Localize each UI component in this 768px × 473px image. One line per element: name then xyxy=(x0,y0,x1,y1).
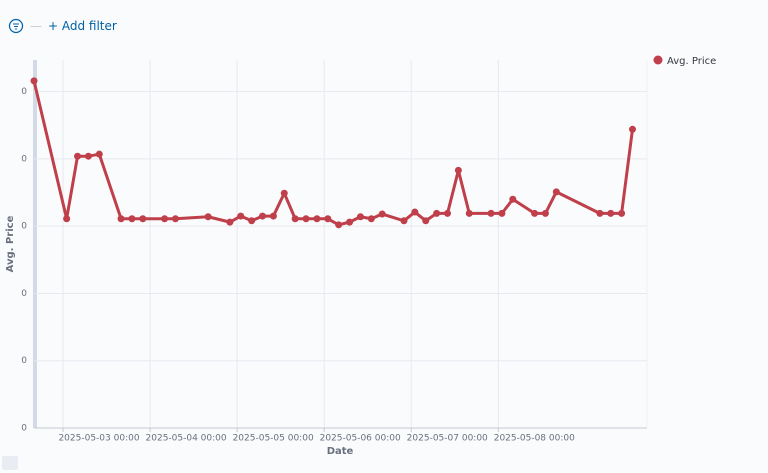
x-tick-label: 2025-05-04 00:00 xyxy=(146,434,227,444)
point xyxy=(313,215,321,223)
y-tick-label: 0 xyxy=(21,356,27,366)
point xyxy=(498,209,506,217)
point xyxy=(541,209,549,217)
point xyxy=(63,215,71,223)
point xyxy=(596,209,604,217)
point xyxy=(280,189,288,197)
point xyxy=(444,209,452,217)
point xyxy=(552,188,560,196)
point xyxy=(378,210,386,218)
line xyxy=(32,80,634,227)
filter-icon[interactable] xyxy=(8,18,24,34)
point xyxy=(237,212,245,220)
axis-highlight xyxy=(33,60,37,428)
point xyxy=(248,217,256,225)
point xyxy=(454,166,462,174)
point xyxy=(117,215,125,223)
point xyxy=(171,215,179,223)
toolbar: — + Add filter xyxy=(8,18,117,34)
point xyxy=(607,209,615,217)
x-axis-title: Date xyxy=(327,446,354,457)
separator: — xyxy=(30,19,42,33)
y-axis-title: Avg. Price xyxy=(5,215,16,272)
y-tick-label: 0 xyxy=(21,154,27,164)
legend-label: Avg. Price xyxy=(667,56,716,67)
point xyxy=(356,213,364,221)
add-filter[interactable]: + Add filter xyxy=(48,19,117,33)
point xyxy=(139,215,147,223)
point xyxy=(618,209,626,217)
point xyxy=(400,217,408,225)
point xyxy=(531,209,539,217)
x-tick-label: 2025-05-06 00:00 xyxy=(320,434,401,444)
point xyxy=(302,215,310,223)
legend-toggle[interactable] xyxy=(2,456,18,470)
point xyxy=(84,152,92,160)
point xyxy=(259,212,267,220)
point xyxy=(422,217,430,225)
point xyxy=(128,215,136,223)
y-tick-label: 0 xyxy=(21,289,27,299)
point xyxy=(367,215,375,223)
point xyxy=(487,209,495,217)
point xyxy=(628,125,636,133)
y-tick-label: 0 xyxy=(21,424,27,434)
point xyxy=(269,212,277,220)
x-tick-label: 2025-05-07 00:00 xyxy=(407,434,488,444)
x-tick-label: 2025-05-08 00:00 xyxy=(494,434,575,444)
point xyxy=(346,218,354,226)
point xyxy=(161,215,169,223)
point xyxy=(291,215,299,223)
point xyxy=(335,221,343,229)
x-tick-label: 2025-05-03 00:00 xyxy=(58,434,139,444)
point xyxy=(465,209,473,217)
point xyxy=(30,77,38,85)
point xyxy=(433,209,441,217)
point xyxy=(509,195,517,203)
point xyxy=(74,152,82,160)
point xyxy=(226,218,234,226)
point xyxy=(95,150,103,158)
y-tick-label: 0 xyxy=(21,87,27,97)
x-tick-label: 2025-05-05 00:00 xyxy=(233,434,314,444)
legend-swatch xyxy=(653,55,663,65)
point xyxy=(324,215,332,223)
point xyxy=(204,213,212,221)
point xyxy=(411,208,419,216)
y-tick-label: 0 xyxy=(21,222,27,232)
